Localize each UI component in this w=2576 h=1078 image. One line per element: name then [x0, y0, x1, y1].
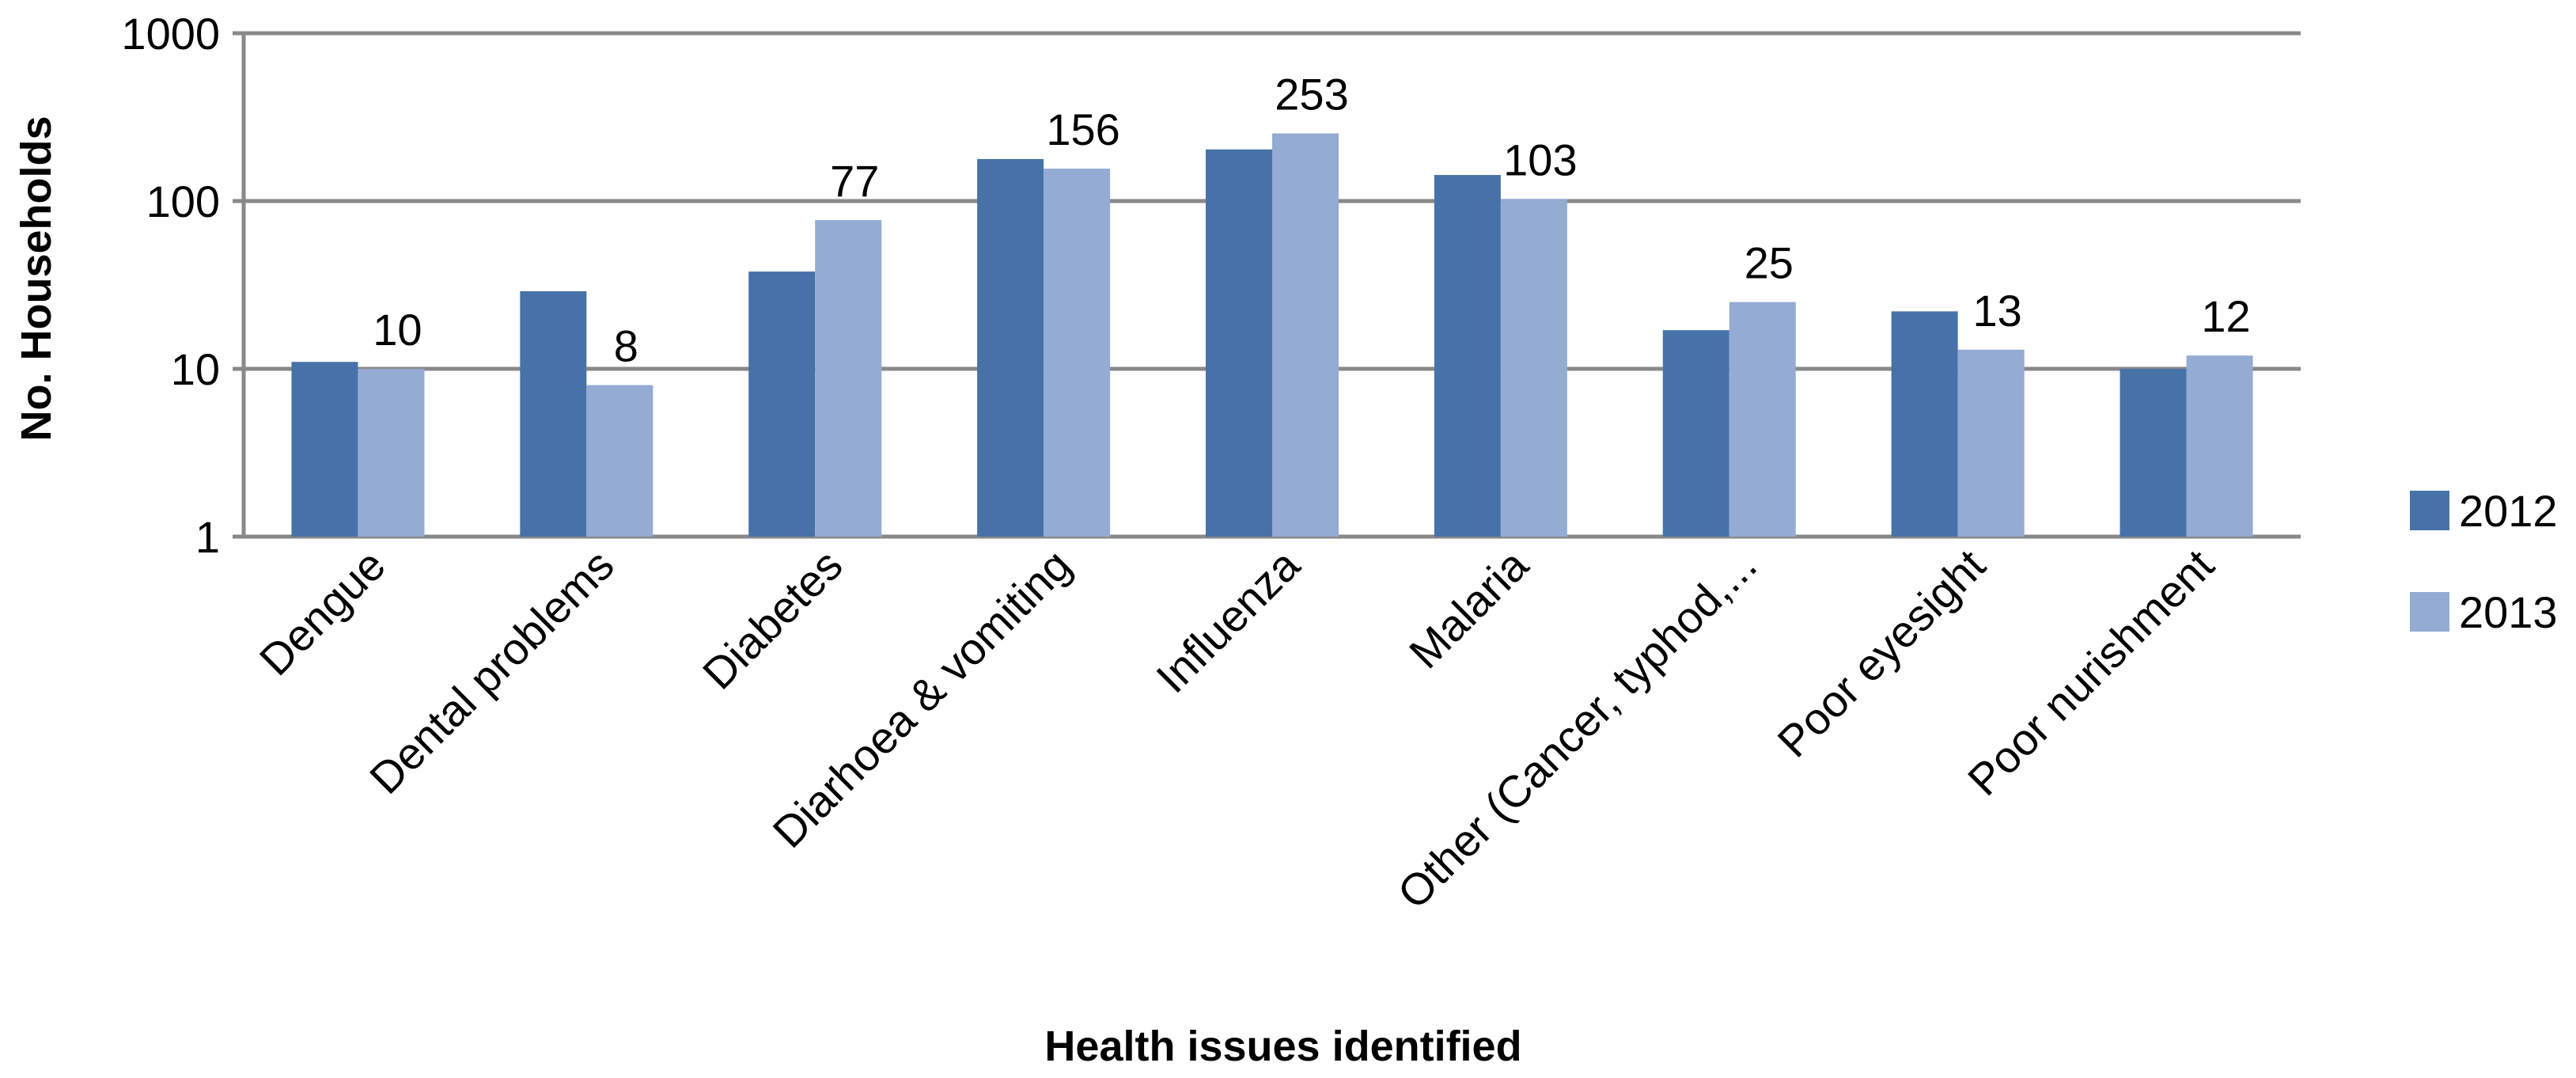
x-tick-label: Malaria	[1400, 539, 1538, 678]
data-labels: 10 8 77 156 253 103 25 13 12	[373, 70, 2250, 371]
x-tick-label: Dengue	[250, 540, 395, 685]
bar-2013-7	[1729, 302, 1796, 537]
bar-2013-6	[1500, 199, 1567, 537]
bar-2012-4	[977, 158, 1044, 537]
y-tick-label: 1000	[121, 9, 220, 59]
data-label: 156	[1046, 104, 1119, 154]
bar-2012-1	[291, 362, 358, 537]
bar-2013-3	[815, 220, 882, 537]
x-axis-title: Health issues identified	[1044, 1023, 1521, 1070]
bar-2013-1	[358, 369, 425, 537]
data-label: 253	[1275, 70, 1348, 120]
bar-2013-8	[1957, 349, 2025, 537]
y-tick-label: 1	[195, 512, 220, 562]
legend-label-2013: 2013	[2459, 587, 2558, 637]
x-tick-label: Poor eyesight	[1767, 540, 1995, 767]
bar-2012-2	[520, 290, 587, 537]
y-axis-ticks: 1 10 100 1000	[121, 9, 220, 562]
bar-2012-8	[1891, 311, 1958, 537]
y-tick-label: 100	[146, 177, 220, 226]
x-tick-label: Influenza	[1146, 539, 1309, 702]
bar-2013-9	[2186, 355, 2253, 537]
y-axis-title: No. Households	[13, 116, 60, 441]
data-label: 12	[2201, 291, 2250, 341]
legend-swatch-2012	[2410, 491, 2449, 530]
x-tick-label: Poor nurishment	[1958, 540, 2223, 805]
x-tick-label: Diabetes	[693, 540, 852, 699]
bar-2012-3	[748, 271, 816, 537]
bar-2013-4	[1044, 169, 1111, 537]
legend-swatch-2013	[2410, 592, 2449, 632]
legend: 2012 2013	[2410, 486, 2558, 637]
data-label: 10	[373, 305, 422, 355]
bar-2013-5	[1272, 133, 1339, 537]
bar-2012-7	[1662, 330, 1729, 537]
data-label: 103	[1503, 135, 1577, 184]
data-label: 13	[1973, 286, 2022, 336]
y-tick-label: 10	[171, 344, 220, 394]
bar-2012-9	[2120, 369, 2187, 537]
data-label: 77	[830, 156, 879, 206]
bar-2013-2	[586, 385, 653, 537]
bars	[291, 133, 2253, 537]
bar-2012-6	[1434, 175, 1501, 537]
x-tick-label: Dental problems	[360, 540, 623, 803]
data-label: 8	[614, 321, 638, 371]
bar-2012-5	[1206, 149, 1272, 537]
data-label: 25	[1744, 238, 1794, 288]
legend-label-2012: 2012	[2459, 486, 2558, 536]
